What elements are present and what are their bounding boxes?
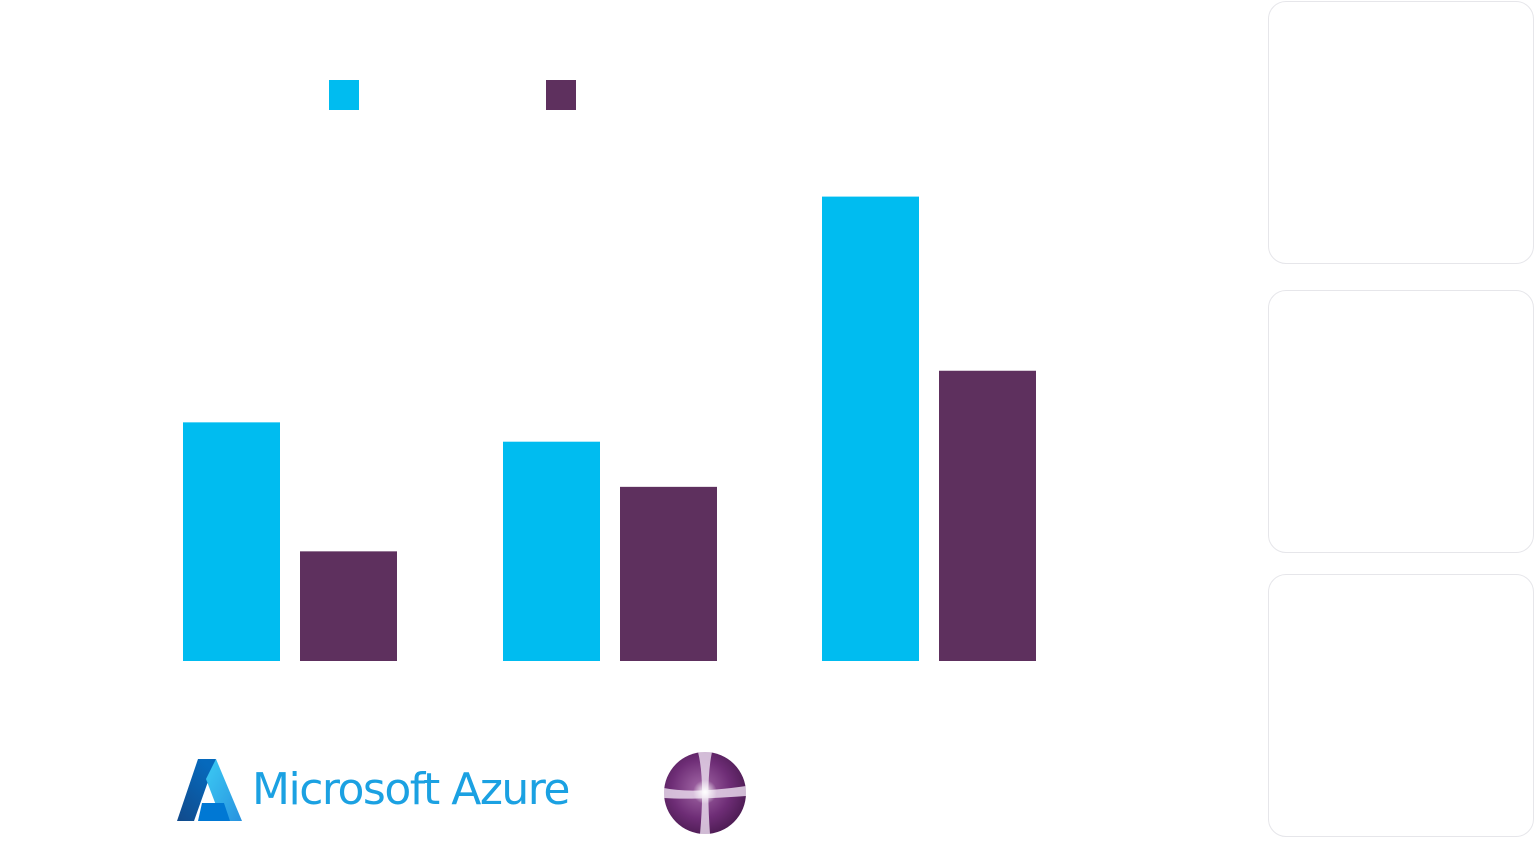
bar-series-1-group-1 [183,422,280,661]
bar-series-1-group-3 [822,196,919,661]
legend-swatch-series-2 [546,80,576,110]
purple-orb-logo-icon [664,752,746,834]
legend-swatch-series-1 [329,80,359,110]
bar-series-2-group-2 [620,486,717,661]
bar-series-2-group-3 [939,370,1036,661]
azure-logo-icon [177,759,242,821]
azure-logo: Microsoft Azure [176,756,571,824]
azure-logo-text: Microsoft Azure [252,764,571,815]
bar-series-2-group-1 [300,551,397,661]
side-card-3 [1268,574,1534,837]
bar-chart [183,196,1036,661]
side-card-2 [1268,290,1534,553]
side-card-1 [1268,1,1534,264]
bar-series-1-group-2 [503,441,600,661]
